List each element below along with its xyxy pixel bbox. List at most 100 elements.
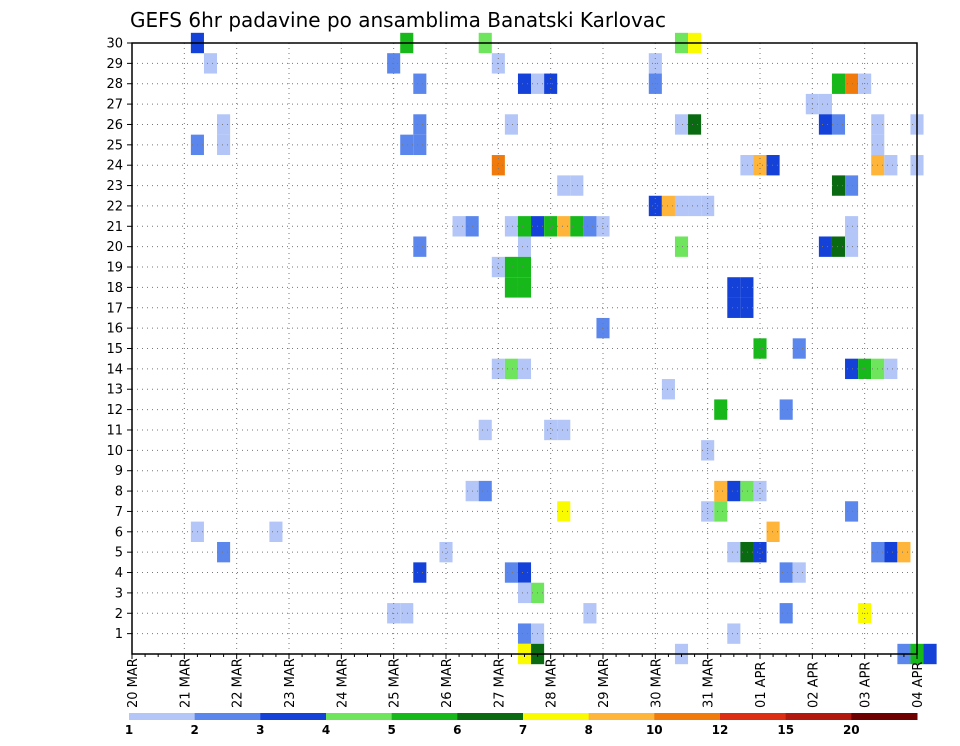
heatmap-cell: [740, 277, 754, 298]
legend-swatch: [457, 713, 524, 720]
x-tick-label: 30 MAR: [649, 658, 664, 708]
legend-label: 6: [453, 723, 461, 737]
legend-label: 7: [519, 723, 527, 737]
heatmap-cell: [544, 419, 558, 441]
y-tick-label: 5: [115, 546, 123, 561]
x-tick-label: 27 MAR: [492, 658, 507, 708]
x-tick-label: 24 MAR: [335, 658, 350, 708]
x-tick-label: 01 APR: [754, 662, 769, 708]
heatmap-cell: [413, 236, 427, 257]
heatmap-cell: [557, 501, 571, 522]
x-tick-label: 23 MAR: [283, 658, 298, 708]
heatmap-cell: [727, 297, 741, 318]
heatmap-cell: [504, 216, 518, 237]
heatmap-cell: [766, 155, 780, 176]
legend-swatch: [326, 713, 393, 720]
y-tick-label: 18: [106, 281, 123, 296]
heatmap-cell: [478, 419, 492, 441]
chart-title: GEFS 6hr padavine po ansamblima Banatski…: [130, 8, 666, 32]
heatmap-cell: [400, 603, 414, 624]
heatmap-cell: [661, 195, 675, 217]
heatmap-cell: [269, 521, 283, 542]
legend-label: 5: [388, 723, 396, 737]
legend-label: 3: [256, 723, 264, 737]
y-tick-label: 29: [106, 57, 123, 72]
y-tick-label: 14: [106, 362, 123, 377]
heatmap-cell: [648, 195, 662, 217]
y-tick-label: 19: [106, 261, 123, 276]
heatmap-cell: [688, 114, 702, 135]
heatmap-cell: [217, 114, 231, 135]
heatmap-cell: [792, 338, 806, 359]
x-tick-label: 04 APR: [911, 662, 926, 708]
heatmap-cell: [845, 175, 859, 196]
y-axis: 1234567891011121314151617181920212223242…: [106, 37, 132, 642]
heatmap-cell: [884, 358, 898, 380]
heatmap-cell: [557, 216, 571, 237]
color-legend: 1 2 3 4 5 6 7 8 10 12 15 20: [125, 713, 918, 737]
heatmap-cell: [478, 480, 492, 502]
y-tick-label: 1: [115, 627, 123, 642]
heatmap-cell: [413, 73, 427, 94]
heatmap-cell: [517, 358, 532, 380]
heatmap-cell: [452, 216, 466, 237]
x-axis: 20 MAR 21 MAR 22 MAR 23 MAR 24 MAR 25 MAR 26 M…: [126, 654, 926, 708]
heatmap-cell: [557, 175, 571, 196]
heatmap-cell: [504, 256, 518, 278]
heatmap-cell: [504, 277, 518, 298]
x-tick-label: 03 APR: [859, 662, 874, 708]
heatmap-cell: [517, 562, 532, 583]
heatmap-cell: [517, 582, 532, 604]
heatmap-cell: [570, 175, 584, 196]
legend-swatch: [654, 713, 721, 720]
heatmap-cell: [504, 114, 518, 135]
y-tick-label: 27: [106, 98, 123, 113]
heatmap-cell: [792, 562, 806, 583]
legend-swatch: [260, 713, 327, 720]
heatmap-cell: [413, 114, 427, 135]
legend-swatch: [851, 713, 918, 720]
legend-label: 10: [646, 723, 663, 737]
y-tick-label: 12: [106, 403, 123, 418]
x-tick-label: 02 APR: [806, 662, 821, 708]
heatmap-cell: [753, 480, 767, 502]
heatmap-cell: [674, 236, 689, 257]
legend-label: 20: [843, 723, 860, 737]
heatmap-cell: [845, 236, 859, 257]
legend-swatch: [523, 713, 590, 720]
x-tick-label: 20 MAR: [126, 658, 141, 708]
heatmap-cell: [740, 541, 754, 563]
y-tick-label: 3: [115, 586, 123, 601]
heatmap-cell: [714, 399, 728, 420]
legend-label: 8: [585, 723, 593, 737]
heatmap-cell: [557, 419, 571, 441]
legend-swatch: [720, 713, 787, 720]
heatmap-cell: [845, 73, 859, 94]
heatmap-cell: [831, 236, 846, 257]
y-tick-label: 22: [106, 199, 123, 214]
legend-swatch: [129, 713, 196, 720]
heatmap-cell: [583, 603, 597, 624]
y-tick-label: 25: [106, 138, 123, 153]
heatmap-cell: [727, 277, 741, 298]
y-tick-label: 4: [115, 566, 123, 581]
heatmap-cell: [753, 541, 767, 563]
heatmap-cell: [727, 541, 741, 563]
heatmap-cell: [831, 73, 846, 94]
y-tick-label: 26: [106, 118, 123, 133]
heatmap-cell: [740, 297, 754, 318]
x-tick-label: 29 MAR: [597, 658, 612, 708]
heatmap-cell: [818, 236, 832, 257]
heatmap-cell: [491, 155, 505, 176]
x-tick-label: 28 MAR: [545, 658, 560, 708]
y-tick-label: 13: [106, 383, 123, 398]
grid-layer: [132, 42, 917, 654]
y-tick-label: 16: [106, 322, 123, 337]
heatmap-cell: [674, 195, 689, 217]
heatmap-cell: [491, 256, 505, 278]
heatmap-cell: [504, 562, 518, 583]
heatmap-cell: [517, 277, 532, 298]
heatmap-cell: [203, 53, 218, 74]
